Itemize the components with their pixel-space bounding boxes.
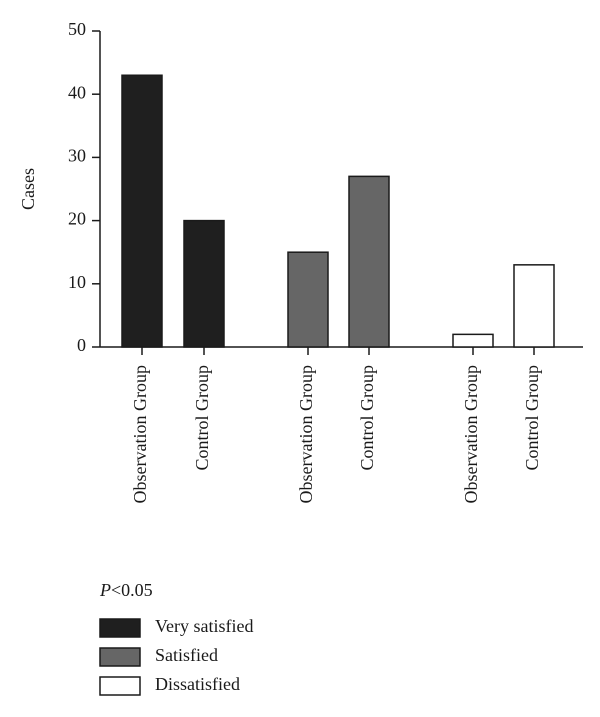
bar	[287, 251, 329, 348]
y-tick-label: 20	[68, 209, 86, 229]
y-tick-label: 0	[77, 335, 86, 355]
y-tick-label: 30	[68, 146, 86, 166]
bar	[183, 219, 225, 348]
x-tick-label: Control Group	[192, 365, 212, 471]
legend-label: Dissatisfied	[155, 674, 240, 694]
y-tick-label: 50	[68, 19, 86, 39]
legend-label: Satisfied	[155, 645, 218, 665]
x-tick-label: Observation Group	[296, 365, 316, 503]
y-axis-label: Cases	[18, 168, 38, 210]
x-tick-label: Observation Group	[130, 365, 150, 503]
legend-swatch	[99, 676, 141, 696]
y-tick-label: 40	[68, 82, 86, 102]
legend-swatch	[99, 618, 141, 638]
x-tick-label: Observation Group	[461, 365, 481, 503]
legend-label: Very satisfied	[155, 616, 253, 636]
bar	[348, 175, 390, 348]
x-tick-label: Control Group	[357, 365, 377, 471]
legend-swatch	[99, 647, 141, 667]
bar	[452, 333, 494, 348]
annotation: P<0.05	[99, 580, 153, 600]
x-tick-label: Control Group	[522, 365, 542, 471]
bar	[513, 264, 555, 348]
y-tick-label: 10	[68, 272, 86, 292]
bar	[121, 74, 163, 348]
